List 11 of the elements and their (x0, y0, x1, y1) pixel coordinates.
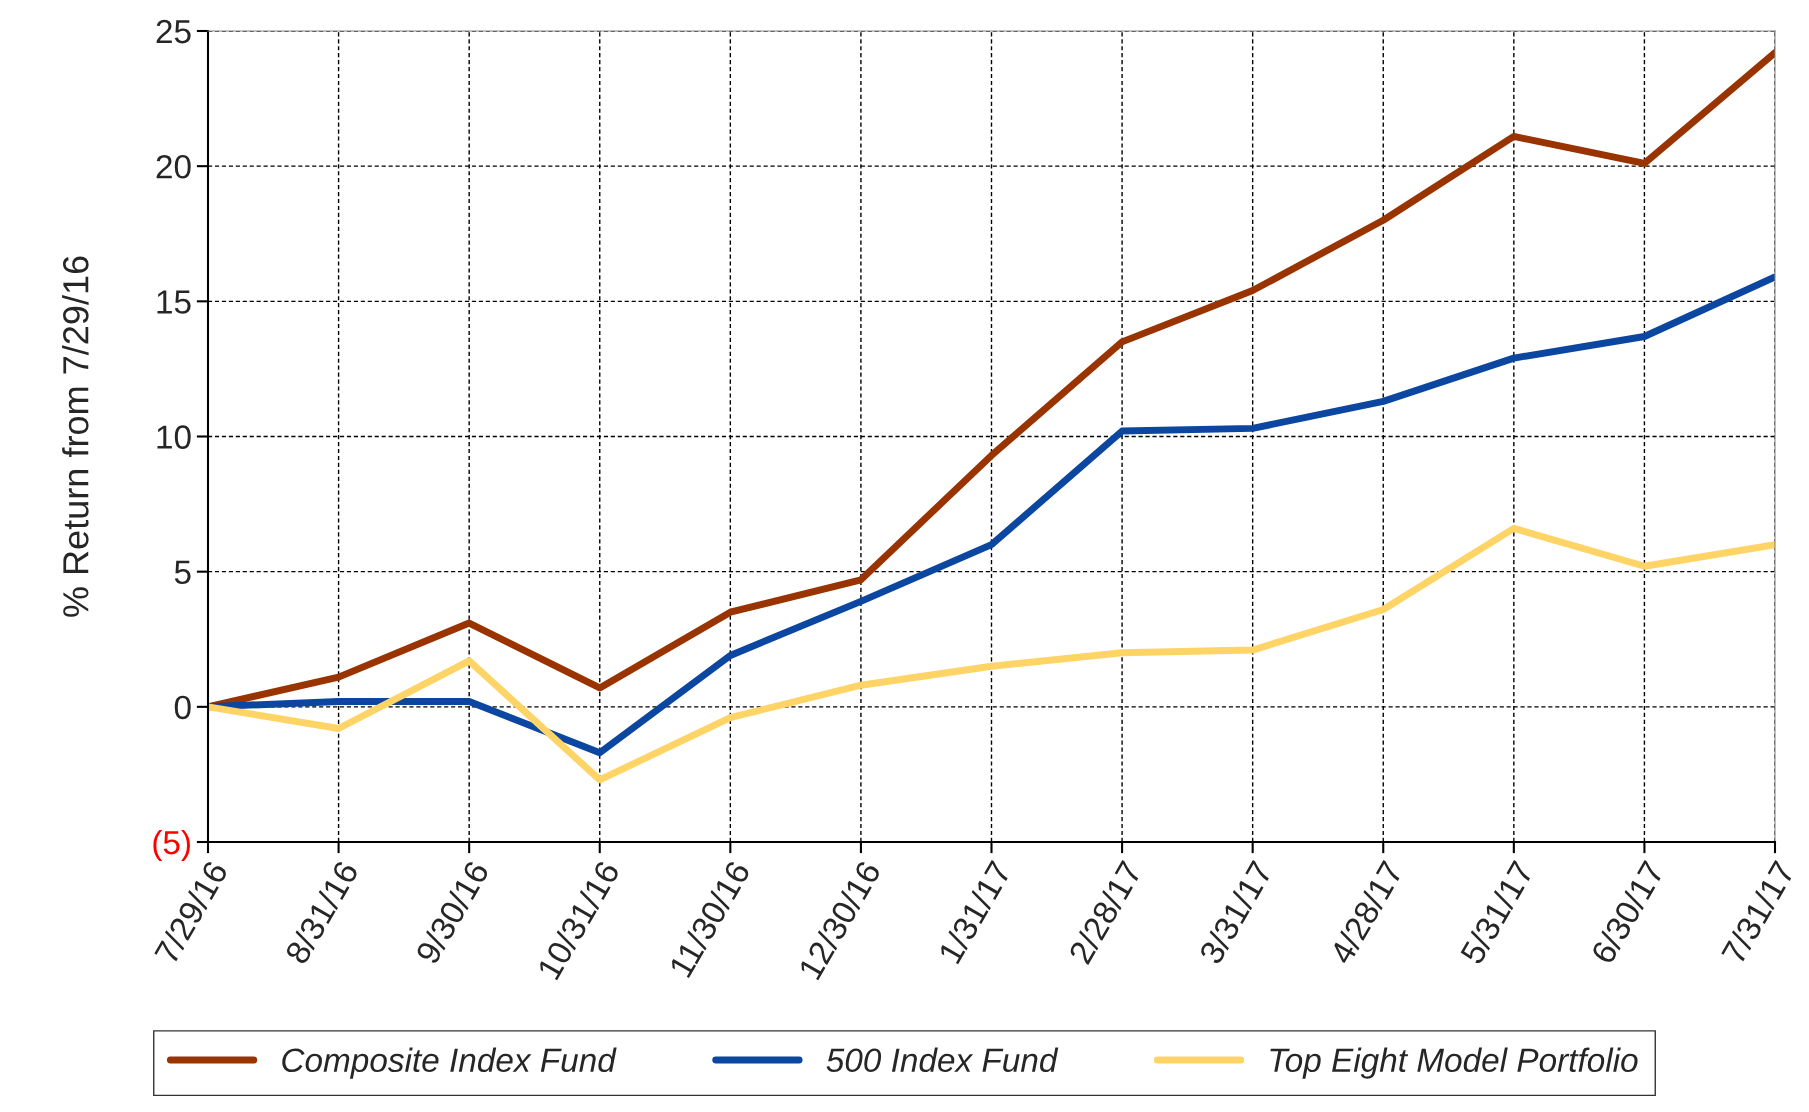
y-tick-label: (5) (153, 829, 190, 861)
y-tick-label: 20 (156, 154, 191, 179)
legend-label: Composite Index Fund (282, 1047, 617, 1079)
legend-label: Top Eight Model Portfolio (1270, 1047, 1638, 1079)
y-tick-label: 10 (157, 425, 191, 449)
legend-label: 500 Index Fund (826, 1047, 1059, 1073)
y-tick-label: 25 (156, 19, 191, 44)
y-tick-label: 15 (157, 290, 191, 314)
y-tick-label: 5 (174, 560, 191, 585)
y-tick-label: 0 (174, 695, 191, 720)
y-axis-title: % Return from 7/29/16 (62, 256, 89, 617)
